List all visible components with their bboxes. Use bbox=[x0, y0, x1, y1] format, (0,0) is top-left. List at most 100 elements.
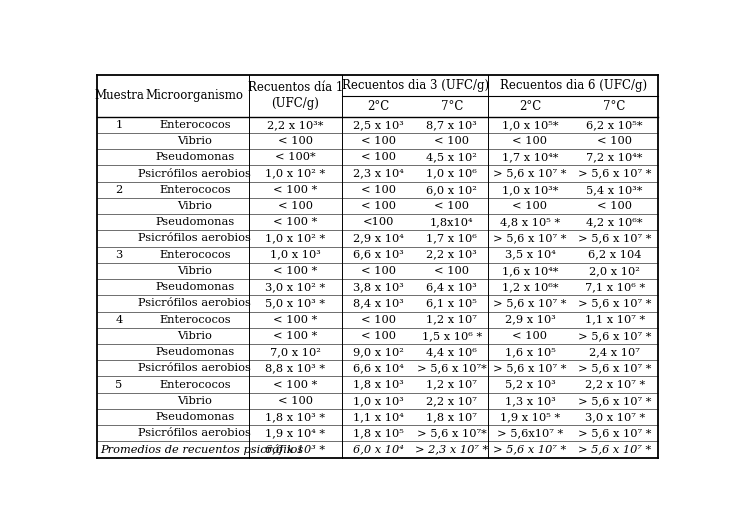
Text: 1,8 x 10⁵: 1,8 x 10⁵ bbox=[353, 428, 404, 438]
Text: 2,9 x 10⁴: 2,9 x 10⁴ bbox=[353, 233, 404, 243]
Text: 1,5 x 10⁶ *: 1,5 x 10⁶ * bbox=[422, 331, 482, 341]
Text: Recuentos dia 3 (UFC/g): Recuentos dia 3 (UFC/g) bbox=[342, 79, 489, 92]
Text: > 5,6 x 10⁷ *: > 5,6 x 10⁷ * bbox=[493, 444, 567, 454]
Text: Pseudomonas: Pseudomonas bbox=[155, 282, 234, 292]
Text: Enterococos: Enterococos bbox=[159, 380, 231, 390]
Text: Recuentos dia 6 (UFC/g): Recuentos dia 6 (UFC/g) bbox=[499, 79, 646, 92]
Text: Psicrófilos aerobios: Psicrófilos aerobios bbox=[138, 299, 251, 308]
Text: < 100: < 100 bbox=[361, 152, 396, 162]
Text: 1,8 x 10³: 1,8 x 10³ bbox=[353, 380, 404, 390]
Text: 1,0 x 10² *: 1,0 x 10² * bbox=[265, 233, 326, 243]
Text: < 100: < 100 bbox=[434, 136, 469, 146]
Text: 3,0 x 10⁷ *: 3,0 x 10⁷ * bbox=[585, 412, 645, 422]
Text: < 100: < 100 bbox=[361, 136, 396, 146]
Text: 6,6 x 10³: 6,6 x 10³ bbox=[353, 250, 404, 259]
Text: 6,6 x 10³ *: 6,6 x 10³ * bbox=[265, 444, 326, 454]
Text: > 5,6 x 10⁷ *: > 5,6 x 10⁷ * bbox=[578, 396, 651, 406]
Text: 2,9 x 10³: 2,9 x 10³ bbox=[504, 315, 556, 325]
Text: > 5,6x10⁷ *: > 5,6x10⁷ * bbox=[497, 428, 563, 438]
Text: > 5,6 x 10⁷ *: > 5,6 x 10⁷ * bbox=[578, 331, 651, 341]
Text: 8,7 x 10³: 8,7 x 10³ bbox=[427, 120, 477, 130]
Text: 2°C: 2°C bbox=[519, 100, 541, 113]
Text: 4,4 x 10⁶: 4,4 x 10⁶ bbox=[426, 347, 477, 357]
Text: Muestra: Muestra bbox=[94, 89, 143, 102]
Text: 2,2 x 10⁷: 2,2 x 10⁷ bbox=[426, 396, 477, 406]
Text: > 5,6 x 10⁷*: > 5,6 x 10⁷* bbox=[417, 428, 487, 438]
Text: Microorganismo: Microorganismo bbox=[146, 89, 244, 102]
Text: 5: 5 bbox=[115, 380, 122, 390]
Text: Enterococos: Enterococos bbox=[159, 185, 231, 195]
Text: 2,4 x 10⁷: 2,4 x 10⁷ bbox=[589, 347, 640, 357]
Text: 4,8 x 10⁵ *: 4,8 x 10⁵ * bbox=[500, 217, 560, 227]
Text: 3: 3 bbox=[115, 250, 122, 259]
Text: < 100: < 100 bbox=[512, 331, 548, 341]
Text: 6,1 x 10⁵: 6,1 x 10⁵ bbox=[426, 299, 477, 308]
Text: 6,2 x 10⁵*: 6,2 x 10⁵* bbox=[586, 120, 643, 130]
Text: < 100: < 100 bbox=[361, 201, 396, 211]
Text: 8,8 x 10³ *: 8,8 x 10³ * bbox=[266, 363, 326, 374]
Text: 1,0 x 10⁶: 1,0 x 10⁶ bbox=[426, 168, 477, 179]
Text: Vibrio: Vibrio bbox=[177, 266, 212, 276]
Text: 3,0 x 10² *: 3,0 x 10² * bbox=[265, 282, 326, 292]
Text: 1,0 x 10² *: 1,0 x 10² * bbox=[265, 168, 326, 179]
Text: Recuentos día 1
(UFC/g): Recuentos día 1 (UFC/g) bbox=[247, 81, 343, 110]
Text: 2,5 x 10³: 2,5 x 10³ bbox=[353, 120, 404, 130]
Text: 5,0 x 10³ *: 5,0 x 10³ * bbox=[266, 299, 326, 308]
Text: Vibrio: Vibrio bbox=[177, 331, 212, 341]
Text: 6,0 x 10²: 6,0 x 10² bbox=[426, 185, 477, 195]
Text: Vibrio: Vibrio bbox=[177, 396, 212, 406]
Text: 1: 1 bbox=[115, 120, 122, 130]
Text: 1,1 x 10⁷ *: 1,1 x 10⁷ * bbox=[585, 315, 645, 325]
Text: 6,4 x 10³: 6,4 x 10³ bbox=[427, 282, 477, 292]
Text: Enterococos: Enterococos bbox=[159, 250, 231, 259]
Text: Pseudomonas: Pseudomonas bbox=[155, 152, 234, 162]
Text: Pseudomonas: Pseudomonas bbox=[155, 347, 234, 357]
Text: 7,2 x 10⁴*: 7,2 x 10⁴* bbox=[586, 152, 643, 162]
Text: < 100: < 100 bbox=[361, 331, 396, 341]
Text: < 100: < 100 bbox=[512, 136, 548, 146]
Text: 1,1 x 10⁴: 1,1 x 10⁴ bbox=[353, 412, 404, 422]
Text: < 100: < 100 bbox=[597, 201, 632, 211]
Text: 1,6 x 10⁴*: 1,6 x 10⁴* bbox=[502, 266, 559, 276]
Text: 7°C: 7°C bbox=[441, 100, 463, 113]
Text: Psicrófilos aerobios: Psicrófilos aerobios bbox=[138, 168, 251, 179]
Text: > 5,6 x 10⁷ *: > 5,6 x 10⁷ * bbox=[578, 299, 651, 308]
Text: > 5,6 x 10⁷ *: > 5,6 x 10⁷ * bbox=[578, 168, 651, 179]
Text: < 100 *: < 100 * bbox=[273, 380, 318, 390]
Text: 7°C: 7°C bbox=[603, 100, 626, 113]
Text: 1,2 x 10⁷: 1,2 x 10⁷ bbox=[426, 380, 477, 390]
Text: Psicrófilos aerobios: Psicrófilos aerobios bbox=[138, 363, 251, 374]
Text: 6,6 x 10⁴: 6,6 x 10⁴ bbox=[353, 363, 404, 374]
Text: < 100 *: < 100 * bbox=[273, 315, 318, 325]
Text: > 5,6 x 10⁷ *: > 5,6 x 10⁷ * bbox=[578, 233, 651, 243]
Text: 1,6 x 10⁵: 1,6 x 10⁵ bbox=[504, 347, 556, 357]
Text: Psicrófilos aerobios: Psicrófilos aerobios bbox=[138, 233, 251, 243]
Text: 1,0 x 10⁵*: 1,0 x 10⁵* bbox=[501, 120, 559, 130]
Text: < 100: < 100 bbox=[434, 266, 469, 276]
Text: 2,3 x 10⁴: 2,3 x 10⁴ bbox=[353, 168, 404, 179]
Text: Psicrófilos aerobios: Psicrófilos aerobios bbox=[138, 428, 251, 438]
Text: > 2,3 x 10⁷ *: > 2,3 x 10⁷ * bbox=[415, 444, 488, 454]
Text: 6,0 x 10⁴: 6,0 x 10⁴ bbox=[353, 444, 404, 454]
Text: > 5,6 x 10⁷ *: > 5,6 x 10⁷ * bbox=[493, 233, 567, 243]
Text: 1,7 x 10⁶: 1,7 x 10⁶ bbox=[426, 233, 477, 243]
Text: 1,8 x 10³ *: 1,8 x 10³ * bbox=[266, 412, 326, 422]
Text: < 100*: < 100* bbox=[275, 152, 315, 162]
Text: < 100: < 100 bbox=[361, 185, 396, 195]
Text: 5,4 x 10³*: 5,4 x 10³* bbox=[586, 185, 643, 195]
Text: 1,7 x 10⁴*: 1,7 x 10⁴* bbox=[502, 152, 559, 162]
Text: 1,0 x 10³: 1,0 x 10³ bbox=[270, 250, 321, 259]
Text: 4,5 x 10²: 4,5 x 10² bbox=[426, 152, 477, 162]
Text: 7,0 x 10²: 7,0 x 10² bbox=[270, 347, 321, 357]
Text: 1,0 x 10³*: 1,0 x 10³* bbox=[502, 185, 559, 195]
Text: 8,4 x 10³: 8,4 x 10³ bbox=[353, 299, 404, 308]
Text: <100: <100 bbox=[362, 217, 394, 227]
Text: < 100 *: < 100 * bbox=[273, 185, 318, 195]
Text: Vibrio: Vibrio bbox=[177, 136, 212, 146]
Text: > 5,6 x 10⁷ *: > 5,6 x 10⁷ * bbox=[578, 428, 651, 438]
Text: Enterococos: Enterococos bbox=[159, 120, 231, 130]
Text: > 5,6 x 10⁷*: > 5,6 x 10⁷* bbox=[417, 363, 487, 374]
Text: 1,9 x 10⁴ *: 1,9 x 10⁴ * bbox=[266, 428, 326, 438]
Text: > 5,6 x 10⁷ *: > 5,6 x 10⁷ * bbox=[493, 168, 567, 179]
Text: 2,2 x 10³*: 2,2 x 10³* bbox=[267, 120, 324, 130]
